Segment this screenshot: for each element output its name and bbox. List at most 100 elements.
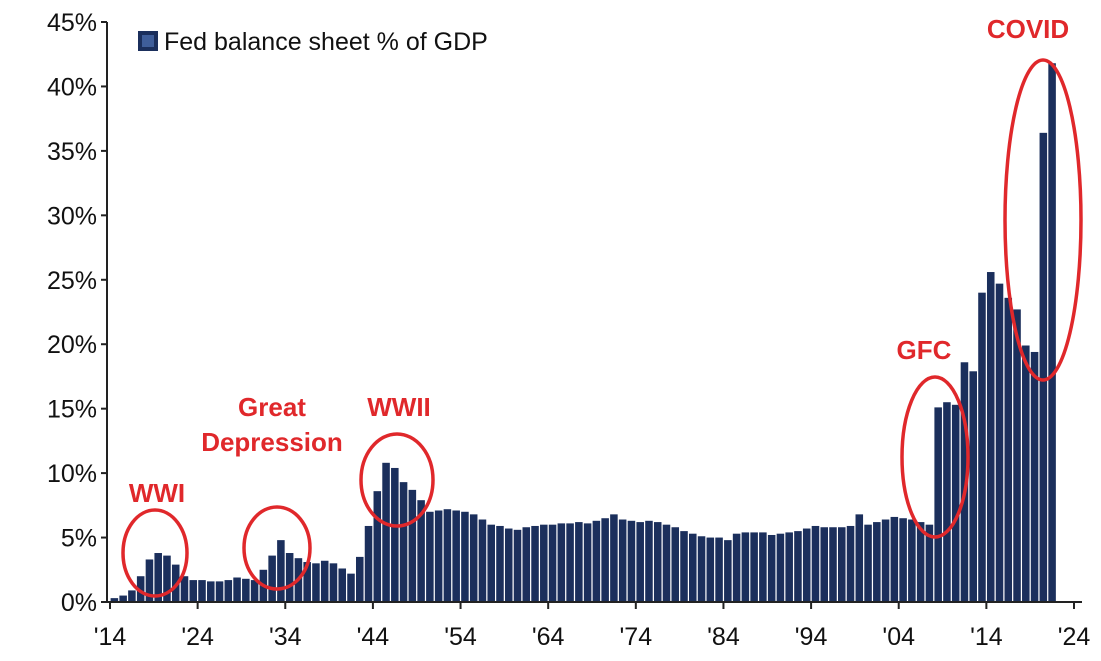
- bar-2010: [951, 404, 960, 602]
- great-depression-label-line2: Depression: [201, 427, 343, 457]
- bar-1968: [583, 523, 592, 602]
- bar-1939: [329, 563, 338, 602]
- bar-1988: [759, 532, 767, 602]
- bar-1987: [750, 532, 758, 602]
- bar-1930: [250, 580, 259, 602]
- bar-1985: [732, 533, 741, 602]
- bar-1990: [776, 533, 785, 602]
- bar-1970: [601, 518, 609, 602]
- legend-label: Fed balance sheet % of GDP: [164, 28, 488, 56]
- bar-2021: [1048, 63, 1056, 603]
- bar-1940: [338, 568, 347, 602]
- bar-1942: [356, 556, 364, 602]
- bar-2016: [1004, 297, 1013, 602]
- bar-1954: [461, 511, 469, 602]
- bar-1922: [180, 576, 189, 602]
- bar-1953: [452, 510, 460, 602]
- x-tick-label: '34: [269, 623, 302, 651]
- bar-1938: [320, 560, 329, 602]
- bar-1955: [469, 514, 478, 602]
- bar-1947: [399, 482, 408, 602]
- bar-2008: [934, 407, 942, 602]
- y-tick-label: 40%: [47, 73, 97, 101]
- bar-1925: [207, 581, 215, 602]
- bar-2012: [969, 371, 977, 602]
- great-depression-label-line1: Great: [238, 392, 306, 422]
- bar-1993: [802, 528, 811, 602]
- bar-1972: [618, 519, 627, 602]
- bar-1929: [242, 578, 250, 602]
- gfc-label: GFC: [897, 335, 952, 365]
- bar-1999: [855, 514, 864, 602]
- bar-2020: [1039, 132, 1048, 602]
- bar-1928: [233, 577, 241, 602]
- bar-1924: [198, 580, 206, 602]
- bar-2002: [881, 519, 890, 602]
- bar-2004: [899, 518, 907, 602]
- bar-1969: [592, 520, 601, 602]
- covid-label: COVID: [987, 14, 1069, 44]
- bar-2018: [1022, 345, 1030, 602]
- bar-1991: [785, 532, 793, 602]
- bar-1992: [794, 531, 802, 602]
- x-tick-label: '14: [970, 623, 1003, 651]
- x-tick-label: '94: [795, 623, 828, 651]
- bar-1980: [689, 533, 697, 602]
- bar-1961: [522, 527, 531, 602]
- bar-1948: [408, 489, 417, 602]
- y-tick-label: 20%: [47, 331, 97, 359]
- x-tick-label: '24: [181, 623, 214, 651]
- bar-1964: [548, 524, 557, 602]
- bar-2003: [890, 516, 899, 602]
- bar-1966: [566, 523, 574, 602]
- bar-1945: [382, 462, 390, 602]
- bar-1926: [215, 581, 224, 602]
- y-tick-label: 10%: [47, 460, 97, 488]
- bar-1998: [846, 525, 855, 602]
- y-tick-label: 15%: [47, 396, 97, 424]
- bar-2019: [1030, 351, 1039, 602]
- bar-2007: [925, 524, 934, 602]
- wwii-ellipse: [359, 432, 435, 528]
- bar-1986: [741, 532, 750, 602]
- x-tick-label: '84: [707, 623, 740, 651]
- bar-1946: [391, 467, 399, 602]
- bar-1989: [767, 534, 776, 602]
- bar-1979: [680, 531, 688, 602]
- y-tick-label: 35%: [47, 138, 97, 166]
- x-tick-label: '04: [882, 623, 915, 651]
- bar-1920: [163, 555, 171, 602]
- bar-1923: [189, 580, 198, 602]
- x-tick-label: '24: [1058, 623, 1091, 651]
- great-depression-ellipse: [242, 505, 312, 591]
- y-tick-label: 30%: [47, 202, 97, 230]
- wwi-ellipse: [121, 508, 189, 598]
- x-tick-label: '64: [532, 623, 565, 651]
- y-tick-label: 0%: [61, 589, 97, 617]
- bar-1915: [119, 595, 127, 602]
- bar-1982: [706, 537, 715, 602]
- bar-1934: [285, 553, 294, 602]
- bar-1956: [478, 519, 487, 602]
- bar-1975: [645, 520, 653, 602]
- bar-1974: [636, 522, 644, 602]
- wwi-label: WWI: [129, 478, 185, 508]
- bar-1995: [820, 527, 829, 602]
- bar-1994: [811, 525, 820, 602]
- legend-swatch-inner: [142, 35, 154, 47]
- bar-1977: [662, 524, 671, 602]
- bar-2000: [864, 524, 872, 602]
- bar-1976: [653, 522, 662, 602]
- bar-1944: [373, 491, 382, 602]
- x-tick-label: '44: [357, 623, 390, 651]
- bar-1927: [224, 580, 233, 602]
- bars-group: [110, 63, 1056, 603]
- y-tick-label: 5%: [61, 525, 97, 553]
- bar-1983: [715, 537, 723, 602]
- bar-1918: [145, 559, 154, 602]
- bar-2014: [986, 272, 995, 602]
- x-tick-label: '74: [620, 623, 653, 651]
- bar-1916: [128, 590, 136, 602]
